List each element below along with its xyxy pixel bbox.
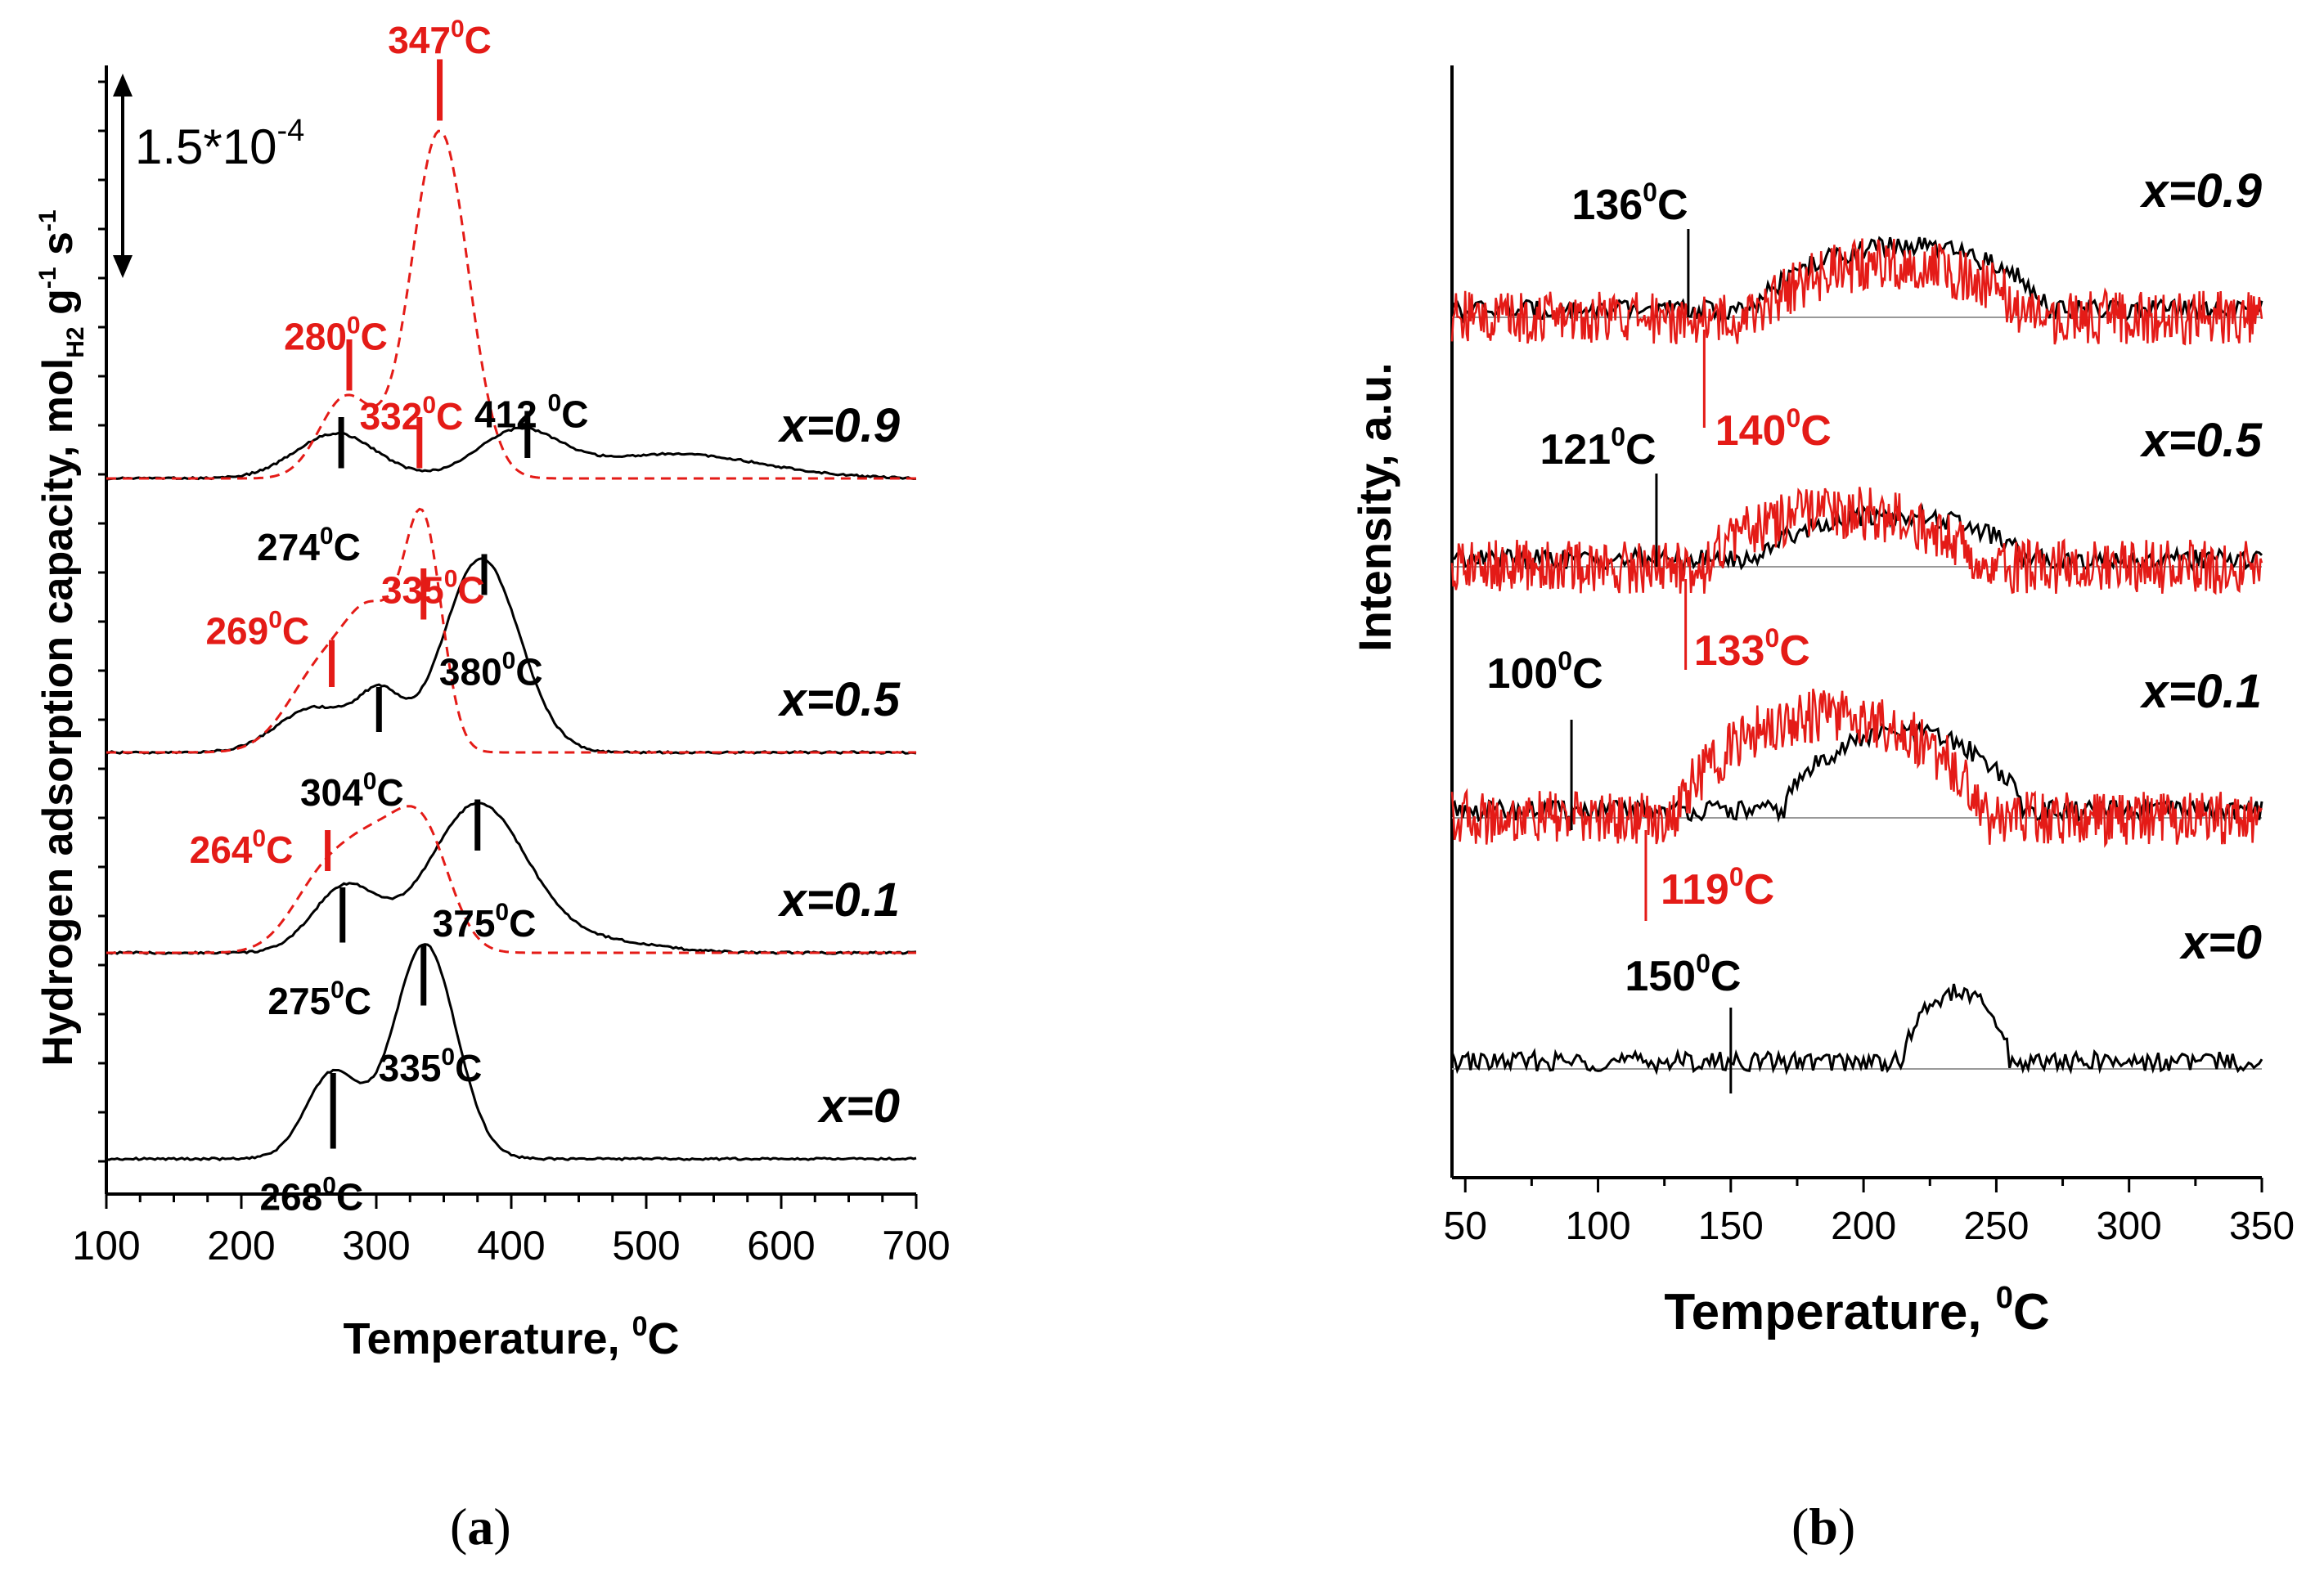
x-tick-label: 600 (747, 1223, 815, 1268)
caption-a: (a) (450, 1497, 511, 1556)
peak-label: 2690C (205, 607, 309, 653)
series-red-x=0.5 (106, 507, 916, 754)
stack-label: x=0 (817, 1080, 900, 1133)
scale-bar-arrow-bottom (113, 255, 133, 278)
peak-label: 2680C (259, 1173, 363, 1219)
peak-label: 1210C (1540, 422, 1656, 474)
peak-label: 1360C (1571, 177, 1688, 229)
caption-b: (b) (1791, 1497, 1856, 1556)
x-tick-label: 100 (1565, 1205, 1630, 1248)
peak-label: 3470C (388, 16, 492, 61)
peak-label: 3320C (360, 392, 464, 438)
panel-a-chart: 100 200 300 400 500 600 700 Temperature, 0C Hydr… (34, 16, 951, 1363)
series-red-x=0.1 (106, 805, 916, 954)
stack-label: x=0.5 (777, 673, 900, 726)
x-tick-label: 350 (2229, 1205, 2295, 1248)
stack-label: x=0.9 (2139, 164, 2262, 218)
peak-label: 2640C (190, 825, 294, 871)
peak-label: 3750C (433, 899, 537, 945)
scale-bar-label: 1.5*10-4 (135, 114, 304, 174)
x-axis-label: Temperature, 0C (343, 1311, 679, 1363)
peak-label: 3800C (439, 648, 543, 694)
x-tick-label: 700 (882, 1223, 950, 1268)
x-tick-label: 200 (207, 1223, 275, 1268)
series-red-x=0.5 (1450, 487, 2263, 595)
stack-label: x=0.5 (2139, 414, 2262, 467)
peak-label: 412 0C (474, 390, 588, 436)
series-black-x=0 (1450, 983, 2263, 1075)
x-axis-label: Temperature, 0C (1664, 1281, 2049, 1340)
x-tick-label: 150 (1698, 1205, 1764, 1248)
peak-label: 2740C (257, 523, 361, 568)
x-tick-label: 400 (477, 1223, 545, 1268)
x-tick-label: 300 (2097, 1205, 2162, 1248)
series-red-x=0.9 (106, 129, 916, 480)
series-black-x=0 (106, 943, 917, 1161)
x-tick-label: 500 (612, 1223, 680, 1268)
series-red-x=0.1 (1450, 689, 2263, 848)
stack-label: x=0 (2179, 916, 2262, 969)
stack-label: x=0.1 (777, 873, 900, 927)
stack-label: x=0.9 (777, 399, 900, 452)
stack-label: x=0.1 (2139, 665, 2262, 718)
y-axis-label: Intensity, a.u. (1349, 362, 1400, 652)
peak-label: 3040C (300, 768, 404, 814)
peak-label: 1330C (1694, 623, 1810, 675)
peak-label: 3350C (379, 1044, 483, 1089)
x-tick-label: 100 (72, 1223, 140, 1268)
peak-label: 1000C (1487, 646, 1603, 698)
peak-label: 1190C (1661, 862, 1774, 914)
y-axis-label: Hydrogen adsorption capacity, molH2 g-1 … (34, 209, 89, 1066)
scale-bar-arrow-top (113, 74, 133, 97)
peak-label: 2800C (284, 312, 388, 358)
peak-label: 1500C (1625, 949, 1741, 1000)
x-tick-label: 200 (1831, 1205, 1896, 1248)
x-tick-label: 50 (1444, 1205, 1487, 1248)
series-black-x=0.9 (106, 426, 917, 481)
peak-label: 2750C (267, 977, 371, 1022)
panel-b-chart: 50 100 150 200 250 300 350 Temperature, 0C Inten… (1349, 65, 2295, 1340)
peak-label: 1400C (1715, 403, 1832, 455)
x-tick-label: 300 (342, 1223, 410, 1268)
x-tick-label: 250 (1963, 1205, 2029, 1248)
peak-label: 3350C (381, 566, 485, 612)
series-red-x=0.9 (1450, 238, 2263, 346)
